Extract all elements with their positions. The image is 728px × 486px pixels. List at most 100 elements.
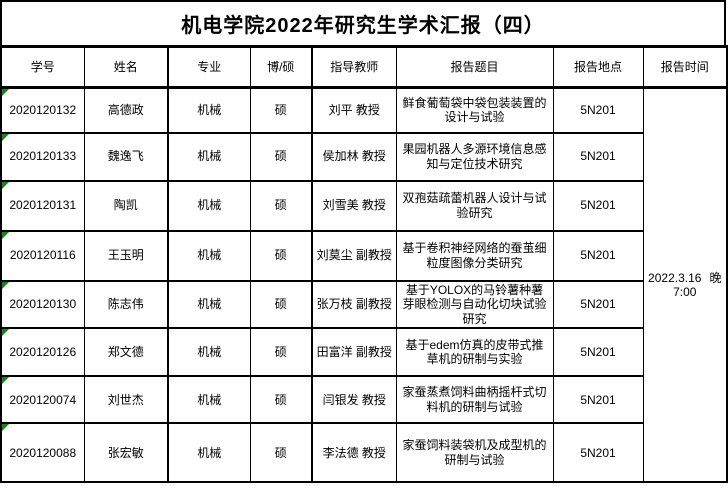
- cell-advisor[interactable]: 刘平 教授: [311, 86, 397, 134]
- col-header-name[interactable]: 姓名: [83, 45, 169, 89]
- table-row: 2020120131 陶凯 机械 硕 刘雪美 教授 双孢菇疏蕾机器人设计与试验研…: [0, 179, 727, 232]
- cell-topic[interactable]: 基于卷积神经网络的蚕茧细粒度图像分类研究: [395, 229, 554, 282]
- col-header-time[interactable]: 报告时间: [642, 45, 728, 89]
- cell-student-id[interactable]: 2020120088: [0, 422, 85, 484]
- cell-student-id[interactable]: 2020120132: [0, 86, 85, 134]
- excel-error-triangle-icon: [2, 425, 9, 432]
- student-id-text: 2020120133: [9, 149, 77, 164]
- name-text: 张宏敏: [107, 445, 144, 460]
- cell-topic[interactable]: 家蚕饲料装袋机及成型机的研制与试验: [395, 422, 554, 484]
- cell-location[interactable]: 5N201: [552, 327, 644, 378]
- cell-name[interactable]: 刘世杰: [83, 375, 169, 425]
- cell-degree[interactable]: 硕: [249, 422, 313, 484]
- col-header-advisor[interactable]: 指导教师: [311, 45, 397, 89]
- cell-topic[interactable]: 双孢菇疏蕾机器人设计与试验研究: [395, 179, 554, 232]
- cell-degree[interactable]: 硕: [249, 86, 313, 134]
- degree-text: 硕: [274, 392, 287, 407]
- cell-name[interactable]: 王玉明: [83, 229, 169, 282]
- degree-text: 硕: [274, 198, 287, 213]
- cell-student-id[interactable]: 2020120074: [0, 375, 85, 425]
- col-header-topic[interactable]: 报告题目: [395, 45, 554, 89]
- cell-topic[interactable]: 果园机器人多源环境信息感知与定位技术研究: [395, 131, 554, 182]
- topic-text: 基于卷积神经网络的蚕茧细粒度图像分类研究: [402, 240, 547, 270]
- degree-text: 硕: [274, 149, 287, 164]
- cell-major[interactable]: 机械: [167, 131, 251, 182]
- location-text: 5N201: [580, 149, 616, 164]
- cell-advisor[interactable]: 刘雪美 教授: [311, 179, 397, 232]
- advisor-text: 田富洋 副教授: [316, 345, 392, 360]
- cell-degree[interactable]: 硕: [249, 131, 313, 182]
- topic-text: 果园机器人多源环境信息感知与定位技术研究: [402, 141, 547, 171]
- col-header-major[interactable]: 专业: [167, 45, 251, 89]
- col-header-student-id[interactable]: 学号: [0, 45, 85, 89]
- col-header-label: 指导教师: [330, 59, 379, 74]
- table-title-cell[interactable]: 机电学院2022年研究生学术汇报（四）: [0, 0, 726, 45]
- cell-major[interactable]: 机械: [167, 422, 251, 484]
- excel-error-triangle-icon: [2, 282, 9, 289]
- cell-major[interactable]: 机械: [167, 179, 251, 232]
- cell-topic[interactable]: 鲜食葡萄袋中袋包装装置的设计与试验: [395, 86, 554, 134]
- cell-student-id[interactable]: 2020120116: [0, 229, 85, 282]
- report-period-text: 晚: [709, 270, 722, 285]
- cell-advisor[interactable]: 张万枝 副教授: [311, 279, 397, 330]
- major-text: 机械: [197, 149, 222, 164]
- col-header-location[interactable]: 报告地点: [552, 45, 644, 89]
- cell-location[interactable]: 5N201: [552, 131, 644, 182]
- cell-location[interactable]: 5N201: [552, 229, 644, 282]
- cell-location[interactable]: 5N201: [552, 422, 644, 484]
- major-text: 机械: [197, 392, 222, 407]
- cell-major[interactable]: 机械: [167, 229, 251, 282]
- cell-student-id[interactable]: 2020120131: [0, 179, 85, 232]
- cell-degree[interactable]: 硕: [249, 179, 313, 232]
- advisor-text: 张万枝 副教授: [316, 297, 392, 312]
- cell-name[interactable]: 张宏敏: [83, 422, 169, 484]
- cell-name[interactable]: 陶凯: [83, 179, 169, 232]
- col-header-label: 博/硕: [267, 59, 295, 74]
- cell-topic[interactable]: 基于edem仿真的皮带式推草机的研制与实验: [395, 327, 554, 378]
- location-text: 5N201: [580, 392, 616, 407]
- degree-text: 硕: [274, 297, 287, 312]
- cell-major[interactable]: 机械: [167, 279, 251, 330]
- cell-major[interactable]: 机械: [167, 86, 251, 134]
- table-row: 2020120130 陈志伟 机械 硕 张万枝 副教授 基于YOLOX的马铃薯种…: [0, 279, 727, 330]
- cell-advisor[interactable]: 刘莫尘 副教授: [311, 229, 397, 282]
- name-text: 刘世杰: [107, 392, 144, 407]
- cell-location[interactable]: 5N201: [552, 179, 644, 232]
- col-header-label: 报告时间: [660, 59, 709, 74]
- cell-major[interactable]: 机械: [167, 375, 251, 425]
- cell-advisor[interactable]: 田富洋 副教授: [311, 327, 397, 378]
- col-header-degree[interactable]: 博/硕: [249, 45, 313, 89]
- cell-degree[interactable]: 硕: [249, 327, 313, 378]
- advisor-text: 刘雪美 教授: [322, 198, 386, 213]
- cell-report-time[interactable]: 2022.3.16 晚 7:00: [642, 86, 728, 484]
- cell-name[interactable]: 高德政: [83, 86, 169, 134]
- cell-topic[interactable]: 家蚕蒸煮饲料曲柄摇杆式切料机的研制与试验: [395, 375, 554, 425]
- cell-student-id[interactable]: 2020120126: [0, 327, 85, 378]
- col-header-label: 报告题目: [450, 59, 499, 74]
- cell-topic[interactable]: 基于YOLOX的马铃薯种薯芽眼检测与自动化切块试验研究: [395, 279, 554, 330]
- cell-name[interactable]: 魏逸飞: [83, 131, 169, 182]
- advisor-text: 侯加林 教授: [322, 149, 386, 164]
- cell-name[interactable]: 郑文德: [83, 327, 169, 378]
- cell-student-id[interactable]: 2020120130: [0, 279, 85, 330]
- advisor-text: 闫银发 教授: [322, 392, 386, 407]
- cell-student-id[interactable]: 2020120133: [0, 131, 85, 182]
- cell-advisor[interactable]: 李法德 教授: [311, 422, 397, 484]
- location-text: 5N201: [580, 345, 616, 360]
- topic-text: 家蚕饲料装袋机及成型机的研制与试验: [402, 438, 547, 467]
- student-id-text: 2020120130: [9, 297, 77, 312]
- degree-text: 硕: [274, 248, 287, 263]
- cell-degree[interactable]: 硕: [249, 375, 313, 425]
- advisor-text: 李法德 教授: [322, 445, 386, 460]
- cell-major[interactable]: 机械: [167, 327, 251, 378]
- cell-location[interactable]: 5N201: [552, 86, 644, 134]
- cell-degree[interactable]: 硕: [249, 229, 313, 282]
- excel-error-triangle-icon: [2, 378, 9, 385]
- cell-degree[interactable]: 硕: [249, 279, 313, 330]
- cell-advisor[interactable]: 侯加林 教授: [311, 131, 397, 182]
- cell-location[interactable]: 5N201: [552, 375, 644, 425]
- cell-location[interactable]: 5N201: [552, 279, 644, 330]
- cell-name[interactable]: 陈志伟: [83, 279, 169, 330]
- report-date-text: 2022.3.16: [648, 270, 702, 285]
- cell-advisor[interactable]: 闫银发 教授: [311, 375, 397, 425]
